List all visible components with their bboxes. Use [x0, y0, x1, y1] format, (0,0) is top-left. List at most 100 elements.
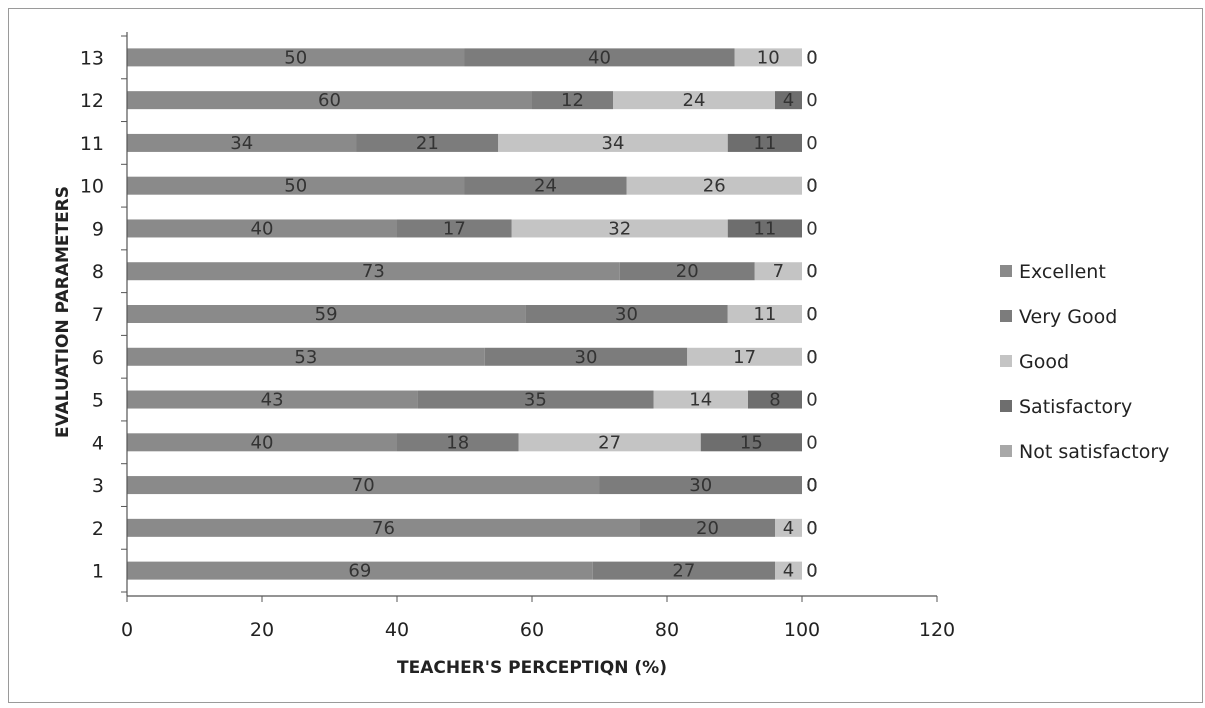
y-tick-label: 9 — [92, 218, 104, 240]
legend-swatch — [1000, 265, 1012, 277]
bar-segment — [127, 433, 397, 452]
data-label: 30 — [615, 304, 638, 325]
y-tick-label: 5 — [92, 390, 104, 412]
data-label: 40 — [251, 432, 274, 453]
bar-segment — [417, 390, 654, 409]
data-label: 0 — [806, 304, 817, 325]
data-label: 0 — [806, 218, 817, 239]
data-label: 50 — [284, 176, 307, 197]
data-label: 0 — [806, 47, 817, 68]
data-label: 32 — [608, 218, 631, 239]
data-label: 0 — [806, 475, 817, 496]
y-tick-label: 12 — [80, 90, 104, 112]
bar-segment — [127, 48, 465, 67]
data-label: 4 — [783, 518, 794, 539]
y-tick-label: 2 — [92, 518, 104, 540]
bar-segment — [613, 91, 775, 110]
data-label: 24 — [534, 176, 557, 197]
data-label: 14 — [689, 390, 712, 411]
data-label: 8 — [769, 390, 780, 411]
bars-layer — [127, 48, 802, 580]
data-label: 18 — [446, 432, 469, 453]
data-label: 17 — [443, 218, 466, 239]
bar-segment — [653, 390, 748, 409]
bar-segment — [727, 219, 802, 238]
data-label: 0 — [806, 176, 817, 197]
data-label: 27 — [672, 561, 695, 582]
bar-segment — [754, 262, 802, 281]
data-label: 34 — [230, 133, 253, 154]
bar-segment — [727, 133, 802, 152]
y-tick-label: 8 — [92, 261, 104, 283]
bar-segment — [532, 91, 613, 110]
data-label: 20 — [696, 518, 719, 539]
data-label: 17 — [733, 347, 756, 368]
bar-segment — [127, 176, 465, 195]
data-label: 4 — [783, 90, 794, 111]
data-label: 53 — [294, 347, 317, 368]
y-tick-label: 6 — [92, 347, 104, 369]
x-tick-label: 40 — [385, 619, 409, 641]
legend: Excellent Very Good Good Satisfactory Not sa… — [1000, 261, 1169, 463]
bar-segment — [464, 176, 627, 195]
data-label: 30 — [575, 347, 598, 368]
y-axis-title: EVALUATION PARAMETERS — [53, 186, 73, 438]
y-tick-label: 11 — [80, 133, 104, 155]
data-label: 50 — [284, 47, 307, 68]
legend-label: Satisfactory — [1019, 396, 1132, 418]
data-label: 24 — [683, 90, 706, 111]
bar-segment — [127, 133, 357, 152]
bar-segment — [397, 433, 519, 452]
data-label: 7 — [773, 261, 784, 282]
bar-segment — [127, 347, 485, 366]
data-label: 20 — [676, 261, 699, 282]
data-label: 73 — [362, 261, 385, 282]
data-label: 40 — [251, 218, 274, 239]
x-tick-label: 60 — [520, 619, 544, 641]
bar-segment — [484, 347, 688, 366]
bar-segment — [775, 91, 802, 110]
data-label: 0 — [806, 347, 817, 368]
data-label: 12 — [561, 90, 584, 111]
bar-segment — [748, 390, 802, 409]
data-label: 69 — [348, 561, 371, 582]
data-label: 0 — [806, 261, 817, 282]
data-label: 40 — [588, 47, 611, 68]
bar-segment — [687, 347, 802, 366]
bar-segment — [127, 476, 600, 495]
data-label: 35 — [524, 390, 547, 411]
bar-segment — [599, 476, 802, 495]
data-label: 0 — [806, 133, 817, 154]
bar-segment — [734, 48, 802, 67]
bar-segment — [727, 305, 802, 323]
data-label: 27 — [598, 432, 621, 453]
legend-swatch — [1000, 355, 1012, 367]
data-label: 0 — [806, 47, 817, 68]
data-label: 0 — [806, 518, 817, 539]
data-label: 30 — [689, 475, 712, 496]
bar-segment — [127, 91, 532, 110]
data-label: 34 — [602, 133, 625, 154]
data-label: 11 — [753, 133, 776, 154]
bar-segment — [640, 518, 775, 537]
y-tick-label: 10 — [80, 176, 104, 198]
data-label: 0 — [806, 304, 817, 325]
bar-segment — [127, 561, 593, 580]
bar-segment — [700, 433, 802, 452]
y-tick-label: 3 — [92, 475, 104, 497]
bar-segment — [518, 433, 701, 452]
bar-segment — [127, 262, 620, 281]
x-tick-label: 80 — [655, 619, 679, 641]
y-tick-label: 13 — [80, 47, 104, 69]
legend-label: Very Good — [1019, 306, 1117, 328]
data-label: 15 — [740, 432, 763, 453]
data-label: 0 — [806, 475, 817, 496]
bar-segment — [127, 390, 418, 409]
y-tick-label: 7 — [92, 304, 104, 326]
legend-label: Not satisfactory — [1019, 441, 1169, 463]
bar-segment — [397, 219, 512, 238]
data-label: 21 — [416, 133, 439, 154]
data-label: 0 — [806, 90, 817, 111]
data-label: 0 — [806, 347, 817, 368]
